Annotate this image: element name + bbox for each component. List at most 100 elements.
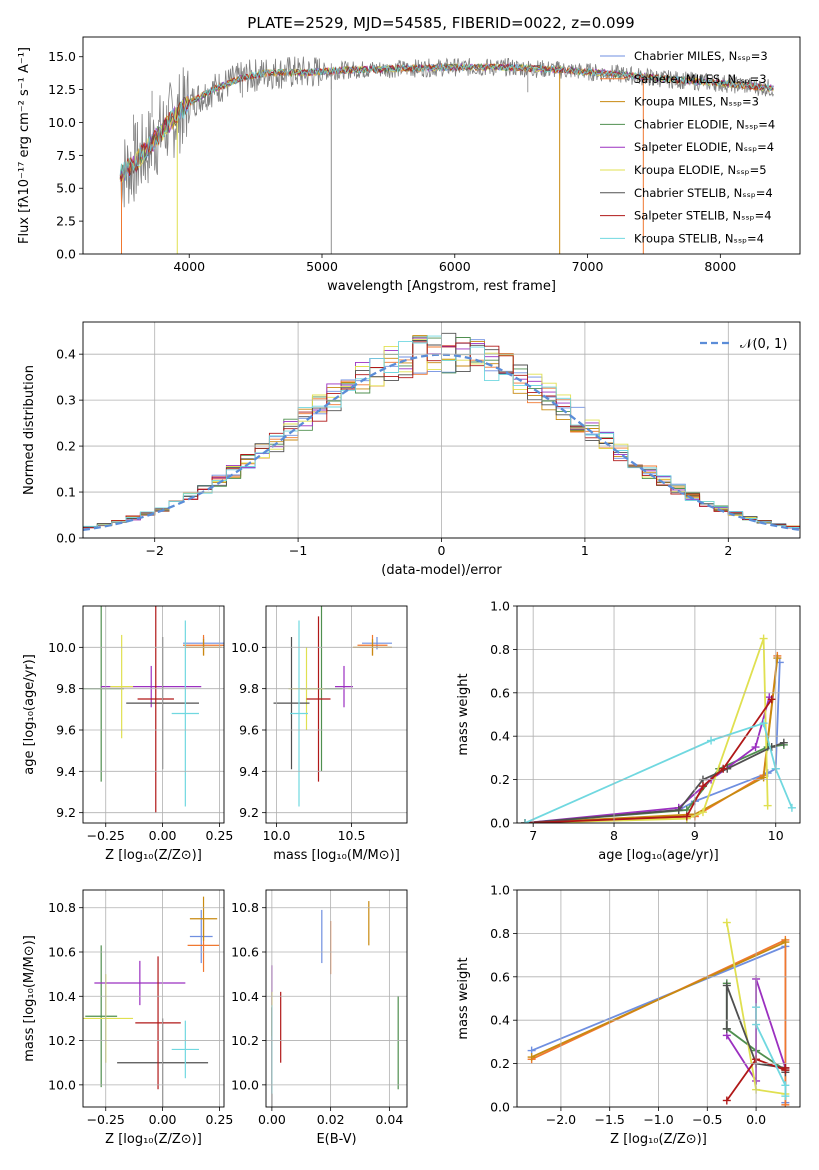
y-tick-label: 10.0 <box>48 115 76 130</box>
y-tick-label: 0.1 <box>56 485 76 500</box>
x-tick-label: 0 <box>438 543 446 558</box>
mass-weight-series <box>525 657 779 823</box>
legend-label: Kroupa MILES, Nₛₛₚ=3 <box>634 95 759 109</box>
axes-frame <box>82 889 225 1108</box>
panel-mass-vs-Z: −0.25 0.00 0.25 10.0 10.2 10.4 10.6 10.8 Z [log₁… <box>22 889 233 1147</box>
y-axis-label: age [log₁₀(age/yr)] <box>22 654 37 775</box>
plot-area <box>273 606 392 807</box>
y-tick-label: 9.4 <box>56 764 76 779</box>
y-tick-label: 9.2 <box>56 805 76 820</box>
x-tick-label: 0.0 <box>746 1112 766 1127</box>
error-bar-point <box>85 945 118 1088</box>
mass-weight-marker <box>719 764 728 773</box>
axes-frame <box>265 605 408 824</box>
y-axis-label: mass weight <box>456 957 471 1039</box>
x-tick-label: −1.0 <box>643 1112 673 1127</box>
mass-weight-marker <box>779 738 788 747</box>
y-axis-label: mass [log₁₀(M/M⊙)] <box>22 935 37 1062</box>
axes-frame <box>516 605 801 824</box>
x-axis-label: E(B-V) <box>316 1132 356 1147</box>
legend-label: Kroupa ELODIE, Nₛₛₚ=5 <box>634 163 767 177</box>
legend-label: Kroupa STELIB, Nₛₛₚ=4 <box>634 231 764 245</box>
mass-weight-marker <box>759 634 768 643</box>
x-tick-label: 5000 <box>306 259 338 274</box>
plot-area <box>521 634 796 823</box>
observed-spectrum <box>119 56 774 208</box>
y-tick-label: 9.6 <box>239 723 259 738</box>
x-tick-label: 0.02 <box>317 1112 345 1127</box>
y-tick-label: 10.6 <box>48 945 76 960</box>
x-tick-label: −2.0 <box>546 1112 576 1127</box>
x-tick-label: 2 <box>724 543 732 558</box>
error-bar-point <box>135 956 181 1090</box>
error-bar-point <box>189 896 218 941</box>
x-axis-label: (data-model)/error <box>381 563 502 578</box>
y-tick-label: 9.6 <box>56 723 76 738</box>
mass-weight-marker <box>674 805 683 814</box>
x-axis-label: Z [log₁₀(Z/Z⊙)] <box>105 848 202 863</box>
y-tick-label: 0.8 <box>490 642 510 657</box>
plot-area <box>83 896 220 1107</box>
y-tick-label: 10.4 <box>48 989 76 1004</box>
legend-label: Chabrier MILES, Nₛₛₚ=3 <box>634 49 768 63</box>
plot-area <box>119 56 774 254</box>
x-axis-label: Z [log₁₀(Z/Z⊙)] <box>105 1132 202 1147</box>
x-tick-label: 9 <box>691 828 699 843</box>
mass-weight-marker <box>527 1053 536 1062</box>
x-tick-label: 4000 <box>173 259 205 274</box>
plot-area <box>83 606 224 813</box>
mass-weight-marker <box>763 801 772 810</box>
mass-weight-marker <box>781 1063 790 1072</box>
x-tick-label: 10 <box>768 828 784 843</box>
error-bar-point <box>306 616 331 782</box>
x-tick-label: 0.00 <box>149 1112 177 1127</box>
mass-weight-marker <box>521 819 530 823</box>
axes-frame <box>265 889 408 1108</box>
x-tick-label: 0.25 <box>206 828 234 843</box>
axes-frame <box>516 889 801 1108</box>
x-tick-label: −0.5 <box>692 1112 722 1127</box>
legend-label: Salpeter ELODIE, Nₛₛₚ=4 <box>634 140 774 154</box>
panel-age-vs-mass: 10.0 10.5 9.2 9.4 9.6 9.8 10.0 mass [log₁₀(M/M⊙… <box>231 605 408 863</box>
mass-weight-marker <box>707 736 716 745</box>
y-tick-label: 0.4 <box>490 1013 510 1028</box>
error-bar-point <box>110 634 134 739</box>
mass-weight-marker <box>787 803 796 812</box>
panel-spectrum: 4000 5000 6000 7000 8000 0.0 2.5 5.0 7.5 10.0 12.5… <box>17 36 801 294</box>
x-tick-label: −2 <box>145 543 163 558</box>
mass-weight-marker <box>781 1081 790 1090</box>
y-tick-label: 9.2 <box>239 805 259 820</box>
y-tick-label: 10.6 <box>231 945 259 960</box>
error-bar-point <box>189 909 213 964</box>
y-axis-label: mass weight <box>456 673 471 755</box>
y-tick-label: 10.8 <box>231 900 259 915</box>
x-tick-label: 0.00 <box>258 1112 286 1127</box>
y-tick-label: 0.0 <box>490 1100 510 1115</box>
y-tick-label: 10.8 <box>48 900 76 915</box>
y-tick-label: 10.0 <box>48 1077 76 1092</box>
x-axis-label: age [log₁₀(age/yr)] <box>598 848 719 863</box>
y-tick-label: 0.0 <box>490 816 510 831</box>
y-tick-label: 10.0 <box>231 1077 259 1092</box>
plot-area <box>271 901 399 1107</box>
y-tick-label: 5.0 <box>56 181 76 196</box>
y-tick-label: 0.3 <box>56 393 76 408</box>
y-tick-label: 0.4 <box>56 347 76 362</box>
mass-weight-marker <box>682 812 691 821</box>
model-spectrum <box>119 63 774 179</box>
mass-weight-marker <box>781 938 790 947</box>
mass-weight-marker <box>781 1092 790 1101</box>
error-bar-point <box>290 620 308 807</box>
y-tick-label: 0.8 <box>490 926 510 941</box>
x-axis-label: wavelength [Angstrom, rest frame] <box>327 279 556 294</box>
error-bar-point <box>94 960 186 1006</box>
mass-weight-marker <box>767 695 776 704</box>
y-tick-label: 0.6 <box>490 969 510 984</box>
y-tick-label: 15.0 <box>48 49 76 64</box>
y-tick-label: 9.8 <box>239 681 259 696</box>
error-bar-point <box>171 1020 199 1079</box>
x-tick-label: 10.0 <box>263 828 291 843</box>
mass-weight-marker <box>722 981 731 990</box>
mass-weight-series <box>525 655 779 823</box>
legend-label: 𝒩(0, 1) <box>740 337 787 352</box>
